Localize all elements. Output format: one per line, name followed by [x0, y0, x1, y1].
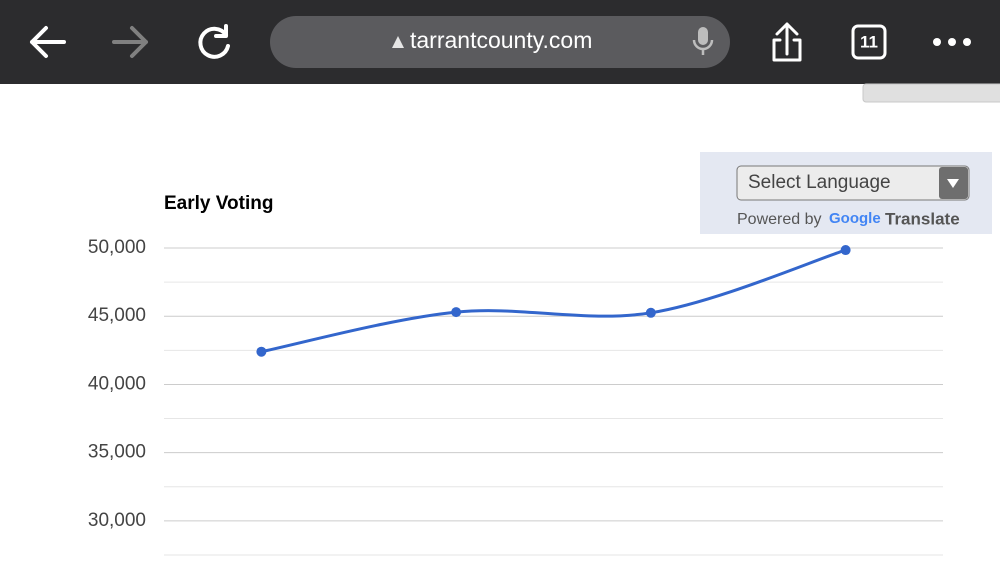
address-bar[interactable] — [270, 16, 730, 68]
tabs-button[interactable] — [851, 24, 887, 60]
select-label: Select Language — [748, 172, 891, 193]
dot — [933, 38, 941, 46]
back-button[interactable] — [30, 26, 66, 58]
cut-off-button[interactable] — [862, 83, 1000, 103]
point — [645, 307, 656, 318]
point — [451, 307, 462, 318]
y-tick-label: 45,000 — [88, 305, 146, 326]
y-tick-label: 30,000 — [88, 510, 146, 531]
mic-body — [698, 27, 708, 45]
point — [256, 346, 267, 357]
powered-by: Powered by — [737, 211, 822, 228]
share-button[interactable] — [772, 22, 802, 62]
mic-stand — [692, 39, 714, 55]
language-select[interactable] — [736, 165, 970, 201]
more-button[interactable] — [933, 38, 971, 46]
y-tick-label: 35,000 — [88, 442, 146, 463]
mic-icon[interactable] — [692, 27, 714, 55]
chart: 30,000 35,000 40,000 45,000 50,000 — [88, 237, 943, 556]
translate-link[interactable]: Translate — [885, 209, 960, 228]
select-arrow — [947, 179, 959, 188]
url: tarrantcounty.com — [410, 27, 592, 53]
dot — [948, 38, 956, 46]
google-logo: Google — [829, 210, 881, 227]
forward-button — [112, 26, 148, 58]
y-tick-label: 40,000 — [88, 373, 146, 394]
chart-title: Early Voting — [164, 193, 273, 214]
point — [840, 245, 851, 256]
dot — [963, 38, 971, 46]
warning-icon — [392, 36, 404, 48]
tab-count: 11 — [860, 32, 878, 51]
line — [261, 248, 847, 354]
reload-button[interactable] — [198, 24, 230, 59]
y-tick-label: 50,000 — [88, 237, 146, 258]
